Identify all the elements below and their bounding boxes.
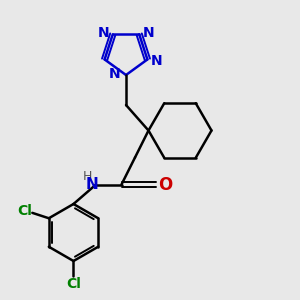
Text: N: N [109,67,120,80]
Text: N: N [151,54,163,68]
Text: N: N [142,26,154,40]
Text: H: H [83,170,92,184]
Text: Cl: Cl [17,204,32,218]
Text: N: N [86,177,99,192]
Text: O: O [158,176,172,194]
Text: N: N [98,26,110,40]
Text: Cl: Cl [66,277,81,290]
